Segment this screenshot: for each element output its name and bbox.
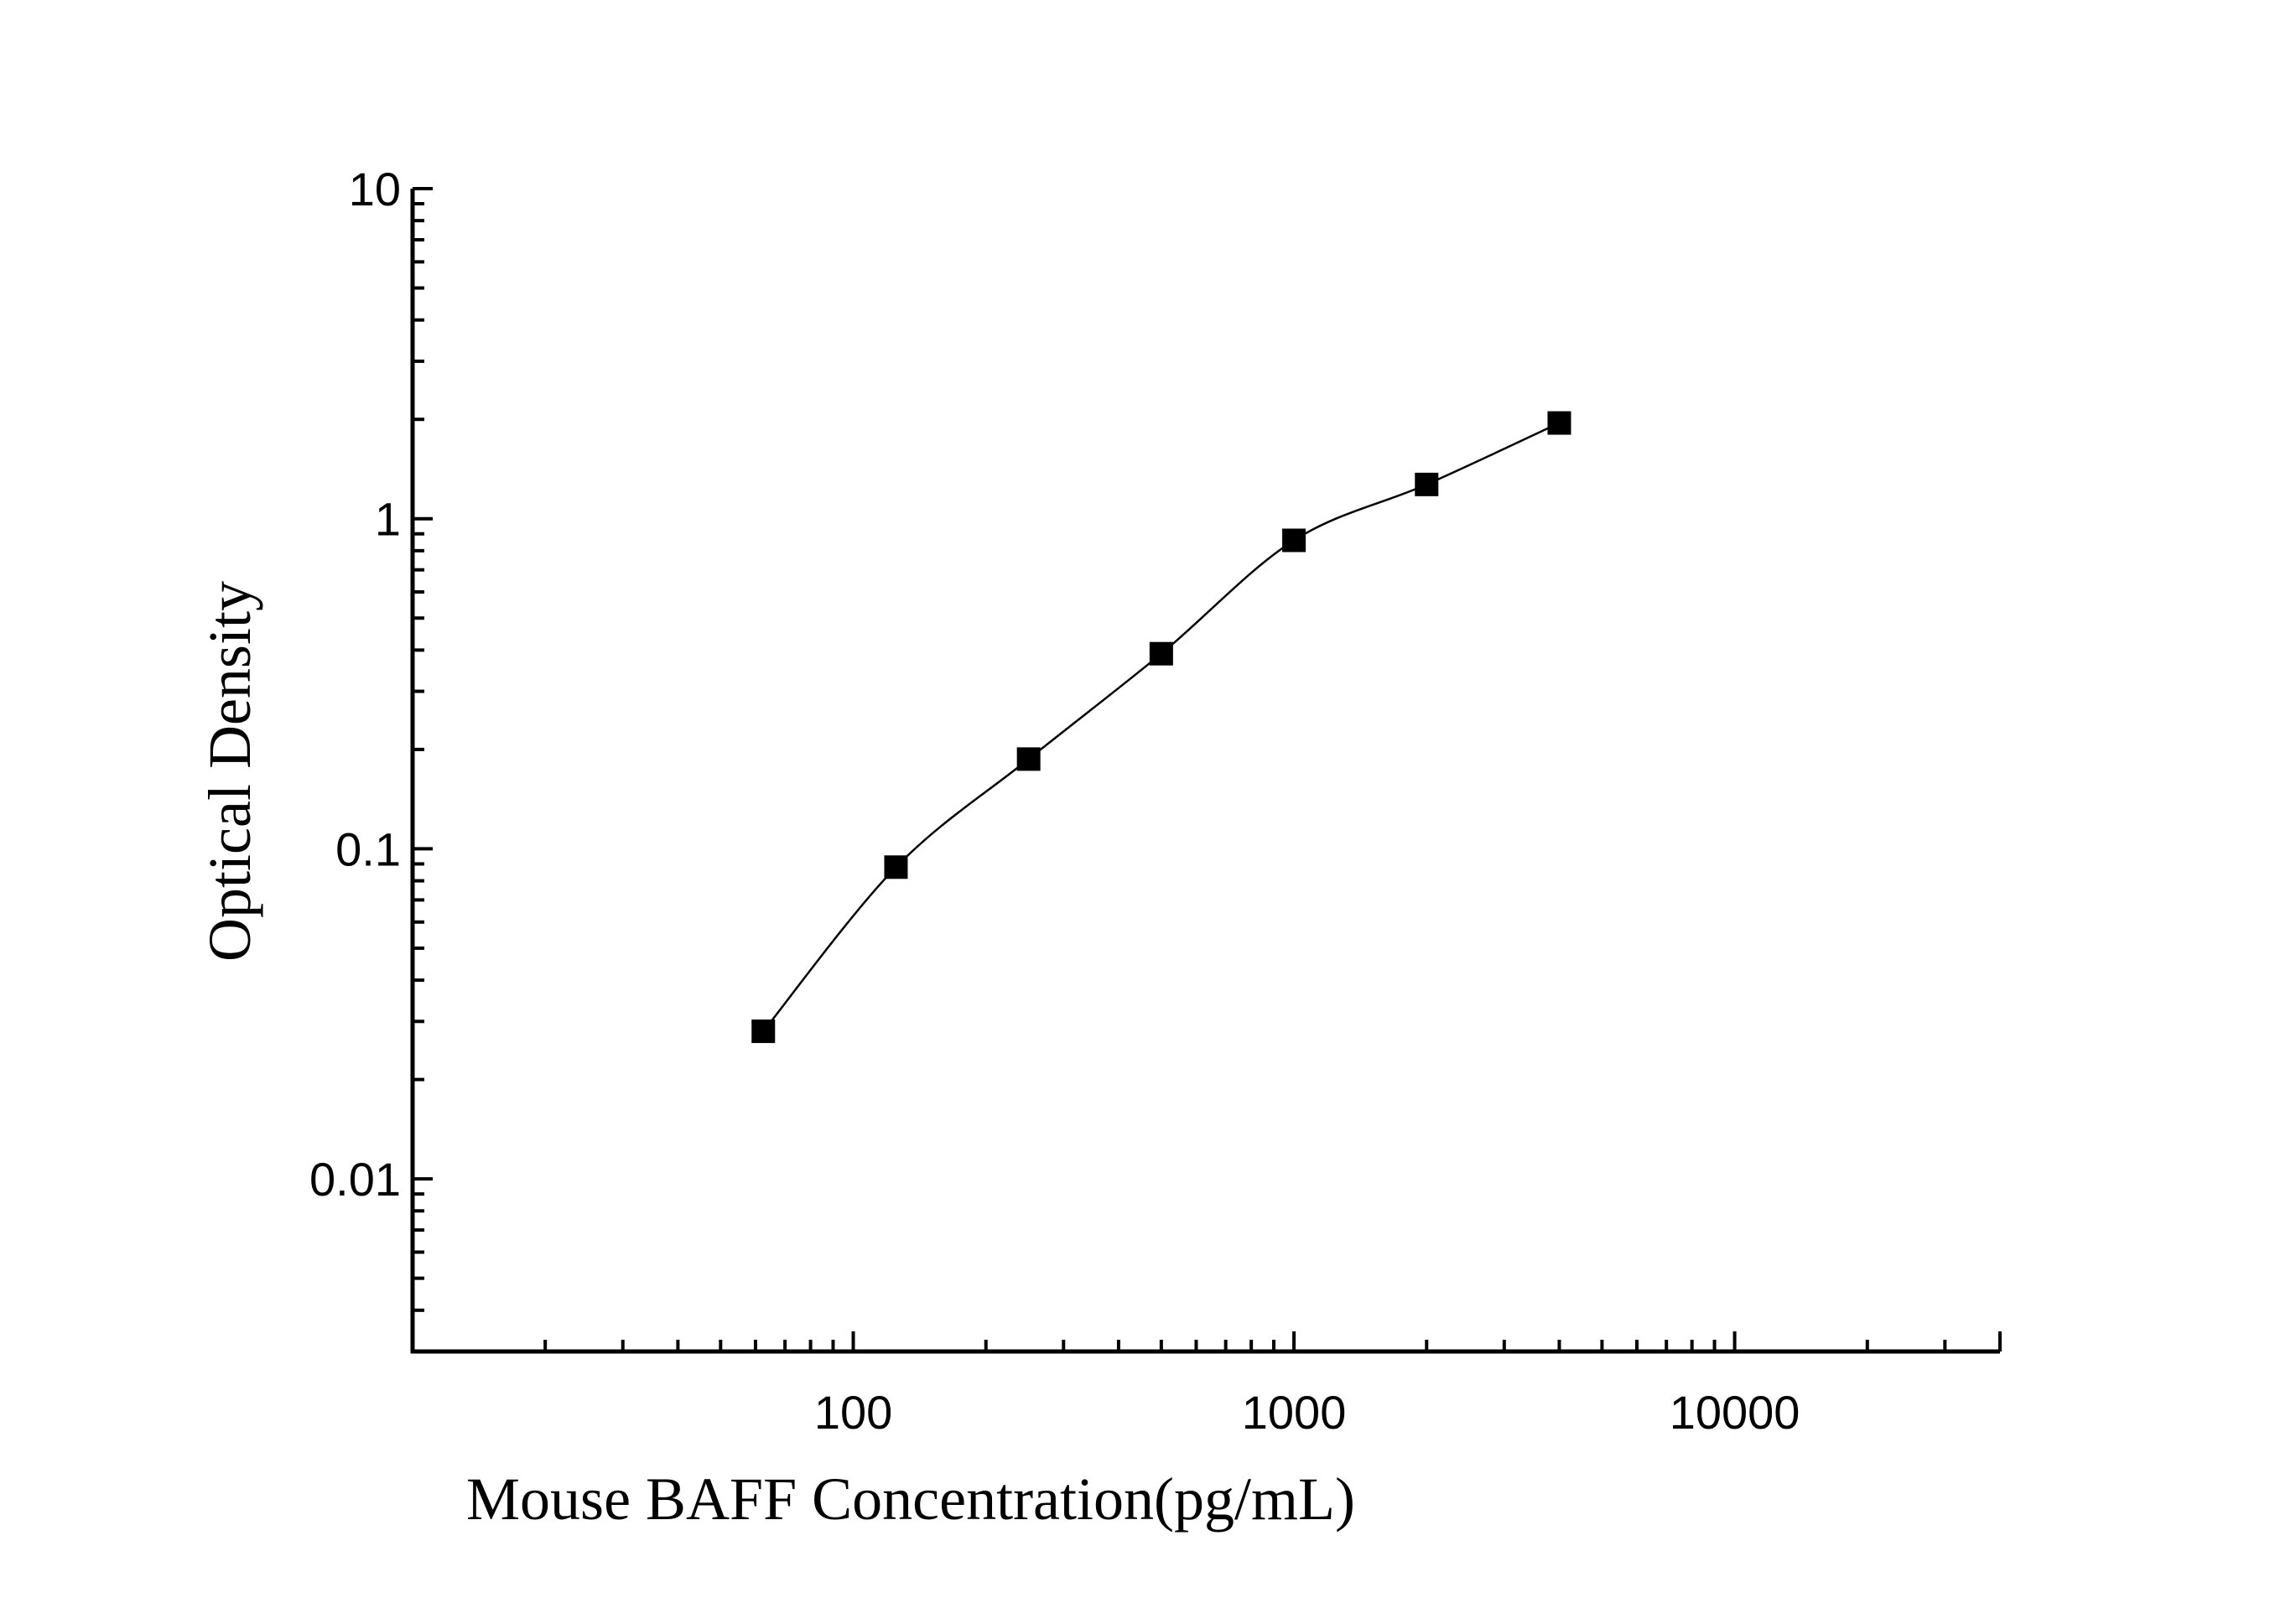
- data-point-marker: [1282, 528, 1306, 552]
- y-tick-label: 0.01: [309, 1153, 401, 1206]
- x-axis-title: Mouse BAFF Concentration(pg/mL): [466, 1466, 1355, 1533]
- fit-curve-layer: [762, 422, 1560, 1032]
- data-point-marker: [751, 1019, 776, 1044]
- data-point-marker: [884, 855, 908, 879]
- data-points-layer: [751, 411, 1571, 1044]
- data-point-marker: [1415, 472, 1439, 496]
- y-axis-title: Optical Density: [196, 581, 263, 962]
- data-point-marker: [1149, 641, 1173, 666]
- y-tick-label: 10: [349, 163, 401, 215]
- series-line: [762, 422, 1560, 1032]
- y-tick-label: 0.1: [335, 822, 401, 875]
- axes: 100 1000 10000 10 1 0.1 0.01: [309, 163, 2002, 1439]
- y-tick-label: 1: [375, 493, 401, 546]
- data-point-marker: [1016, 747, 1041, 771]
- x-tick-label: 100: [814, 1386, 892, 1439]
- x-tick-label: 1000: [1242, 1386, 1347, 1439]
- data-point-marker: [1547, 411, 1571, 435]
- x-tick-label: 10000: [1670, 1386, 1800, 1439]
